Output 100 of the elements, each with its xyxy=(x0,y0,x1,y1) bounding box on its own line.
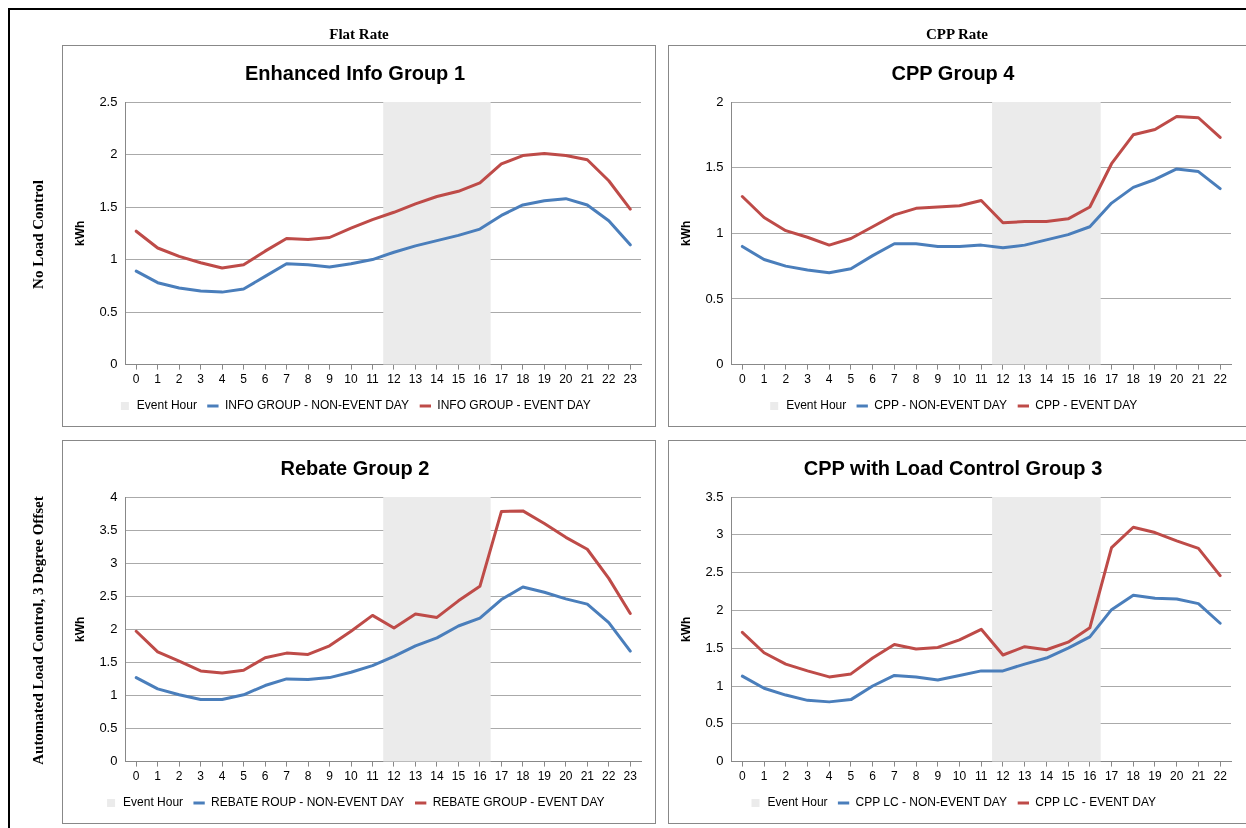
y-tick-label: 1 xyxy=(110,687,118,703)
x-tick-label: 4 xyxy=(218,372,226,387)
x-tick-label: 12 xyxy=(387,769,401,784)
text: Flat Rate xyxy=(328,26,390,43)
y-tick-label: 3 xyxy=(110,554,118,570)
y-tick-label: 1.5 xyxy=(705,639,724,655)
y-tick-label: 2.5 xyxy=(99,93,118,109)
chart-title: CPP with Load Control Group 3 xyxy=(803,456,1103,479)
x-tick-label: 1 xyxy=(154,372,162,387)
x-tick-label: 3 xyxy=(804,769,812,784)
x-tick-label: 13 xyxy=(1017,769,1032,784)
x-tick-label: 7 xyxy=(283,372,291,387)
x-tick-label: 22 xyxy=(602,769,616,784)
y-tick-label: 1.5 xyxy=(99,653,118,669)
x-tick-label: 9 xyxy=(326,769,334,784)
text: Automated Load Control, 3 Degree Offset xyxy=(29,495,47,767)
x-tick-label: 8 xyxy=(912,769,920,784)
y-tick-label: 1 xyxy=(716,677,724,693)
y-tick-label: 2 xyxy=(716,601,724,617)
y-axis-title: kWh xyxy=(72,616,87,642)
legend-label: INFO GROUP - NON-EVENT DAY xyxy=(224,398,409,413)
x-tick-label: 6 xyxy=(869,769,877,784)
y-tick-label: 3.5 xyxy=(99,521,118,537)
x-tick-label: 19 xyxy=(1148,769,1162,784)
x-tick-label: 10 xyxy=(344,769,359,784)
y-tick-label: 1.5 xyxy=(99,198,118,214)
x-tick-label: 22 xyxy=(602,372,616,387)
x-tick-label: 13 xyxy=(1017,372,1032,387)
x-tick-label: 20 xyxy=(1170,769,1184,784)
x-tick-label: 23 xyxy=(623,769,638,784)
x-tick-label: 23 xyxy=(623,372,638,387)
x-tick-label: 9 xyxy=(934,372,942,387)
legend-label: REBATE GROUP - EVENT DAY xyxy=(432,795,605,810)
x-tick-label: 18 xyxy=(1126,372,1141,387)
y-tick-label: 4 xyxy=(110,488,118,504)
x-tick-label: 4 xyxy=(825,769,833,784)
chart-title: Rebate Group 2 xyxy=(280,456,430,479)
x-tick-label: 5 xyxy=(847,372,855,387)
x-tick-label: 17 xyxy=(494,372,509,387)
x-tick-label: 19 xyxy=(537,769,552,784)
chart-title: CPP Group 4 xyxy=(891,61,1016,84)
x-tick-label: 18 xyxy=(1126,769,1141,784)
x-tick-label: 16 xyxy=(1083,372,1097,387)
y-tick-label: 0 xyxy=(716,753,724,769)
x-tick-label: 14 xyxy=(1039,769,1054,784)
x-tick-label: 8 xyxy=(304,372,312,387)
x-tick-label: 5 xyxy=(240,372,248,387)
x-tick-label: 5 xyxy=(847,769,855,784)
chart-title: Enhanced Info Group 1 xyxy=(244,61,466,84)
x-tick-label: 0 xyxy=(738,769,746,784)
x-tick-label: 5 xyxy=(240,769,248,784)
y-tick-label: 2 xyxy=(110,146,118,162)
x-tick-label: 9 xyxy=(326,372,334,387)
x-tick-label: 0 xyxy=(132,769,140,784)
x-tick-label: 8 xyxy=(304,769,312,784)
x-tick-label: 15 xyxy=(451,769,466,784)
x-tick-label: 1 xyxy=(154,769,162,784)
y-tick-label: 1 xyxy=(110,251,118,267)
x-tick-label: 19 xyxy=(1148,372,1162,387)
x-tick-label: 20 xyxy=(1170,372,1184,387)
x-tick-label: 3 xyxy=(197,372,205,387)
x-tick-label: 20 xyxy=(559,372,573,387)
x-tick-label: 20 xyxy=(559,769,573,784)
x-tick-label: 9 xyxy=(934,769,942,784)
legend-label: INFO GROUP - EVENT DAY xyxy=(437,398,591,413)
x-tick-label: 13 xyxy=(408,372,423,387)
x-tick-label: 15 xyxy=(451,372,466,387)
y-axis-title: kWh xyxy=(678,220,693,246)
text: CPP Rate xyxy=(924,26,990,43)
x-tick-label: 16 xyxy=(473,372,487,387)
x-tick-label: 19 xyxy=(537,372,552,387)
y-tick-label: 0 xyxy=(110,753,118,769)
y-axis-title: kWh xyxy=(72,220,87,246)
x-tick-label: 0 xyxy=(738,372,746,387)
x-tick-label: 14 xyxy=(430,372,444,387)
x-tick-label: 2 xyxy=(175,769,183,784)
x-tick-label: 22 xyxy=(1213,372,1228,387)
x-tick-label: 0 xyxy=(132,372,140,387)
y-tick-label: 0 xyxy=(716,356,724,372)
x-tick-label: 6 xyxy=(869,372,877,387)
legend-label: Event Hour xyxy=(136,398,197,413)
x-tick-label: 15 xyxy=(1061,769,1076,784)
x-tick-label: 10 xyxy=(952,769,967,784)
x-tick-label: 16 xyxy=(1083,769,1097,784)
y-tick-label: 3 xyxy=(716,526,724,542)
x-tick-label: 11 xyxy=(975,769,988,784)
x-tick-label: 12 xyxy=(387,372,401,387)
legend-label: CPP LC - NON-EVENT DAY xyxy=(855,795,1007,810)
x-tick-label: 15 xyxy=(1061,372,1076,387)
x-tick-label: 10 xyxy=(952,372,967,387)
x-tick-label: 2 xyxy=(175,372,183,387)
x-tick-label: 21 xyxy=(1191,372,1206,387)
x-tick-label: 11 xyxy=(975,372,988,387)
x-tick-label: 16 xyxy=(473,769,487,784)
y-tick-label: 2.5 xyxy=(99,587,118,603)
y-tick-label: 0 xyxy=(110,356,118,372)
x-tick-label: 4 xyxy=(218,769,226,784)
x-tick-label: 8 xyxy=(912,372,920,387)
x-tick-label: 17 xyxy=(1104,769,1119,784)
y-tick-label: 0.5 xyxy=(705,715,724,731)
